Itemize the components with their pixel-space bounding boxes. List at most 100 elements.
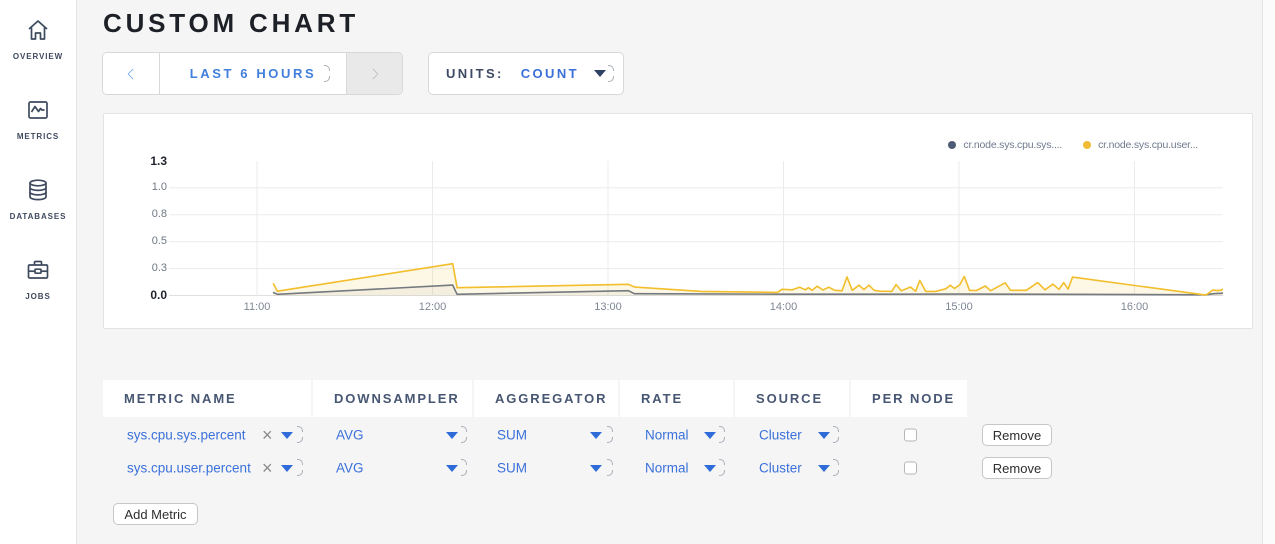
column-header: METRIC NAME — [103, 380, 311, 417]
metric-dropdown-arrow-icon[interactable] — [281, 465, 293, 472]
legend-item[interactable]: cr.node.sys.cpu.user... — [1083, 139, 1198, 151]
table-header-row: METRIC NAME DOWNSAMPLER AGGREGATOR RATE SOUR… — [103, 380, 969, 417]
units-selector[interactable]: UNITS: COUNT — [428, 52, 624, 95]
column-header: RATE — [620, 380, 733, 417]
dropdown-arrow-icon[interactable] — [704, 465, 716, 472]
downsampler-select[interactable]: AVG — [336, 427, 364, 443]
add-metric-button[interactable]: Add Metric — [113, 503, 198, 525]
sidebar-item-label: JOBS — [25, 292, 51, 301]
dropdown-arrow-icon[interactable] — [818, 432, 830, 439]
select-corner-marks — [719, 426, 725, 443]
rate-select[interactable]: Normal — [645, 460, 689, 476]
sidebar-item-overview[interactable]: OVERVIEW — [0, 17, 76, 61]
time-next-button[interactable] — [346, 53, 402, 94]
select-corner-marks — [324, 65, 330, 82]
select-corner-marks — [607, 459, 613, 476]
column-header: SOURCE — [735, 380, 849, 417]
sidebar-item-jobs[interactable]: JOBS — [0, 257, 76, 301]
aggregator-select[interactable]: SUM — [497, 460, 527, 476]
series-line — [272, 262, 1223, 296]
select-corner-marks — [833, 426, 839, 443]
legend-item[interactable]: cr.node.sys.cpu.sys.... — [948, 139, 1062, 151]
metrics-table: METRIC NAME DOWNSAMPLER AGGREGATOR RATE SOUR… — [103, 380, 1052, 484]
x-tick-label: 16:00 — [1120, 301, 1149, 313]
sidebar-item-metrics[interactable]: METRICS — [0, 97, 76, 141]
remove-metric-button[interactable]: Remove — [982, 424, 1052, 446]
source-select[interactable]: Cluster — [759, 427, 802, 443]
dropdown-arrow-icon[interactable] — [704, 432, 716, 439]
y-tick-label: 0.8 — [151, 208, 167, 221]
table-row: sys.cpu.sys.percent × AVG SUM Normal Cluster R… — [103, 419, 1052, 451]
series-area — [273, 285, 1223, 296]
x-tick-label: 12:00 — [418, 301, 447, 313]
metric-name-value[interactable]: sys.cpu.sys.percent — [127, 427, 246, 443]
legend-label: cr.node.sys.cpu.sys.... — [963, 139, 1063, 151]
series-area — [273, 263, 1223, 296]
briefcase-icon — [0, 257, 76, 283]
dropdown-arrow-icon — [593, 70, 606, 77]
home-icon — [0, 17, 76, 43]
metric-dropdown-arrow-icon[interactable] — [281, 432, 293, 439]
select-corner-marks — [719, 459, 725, 476]
chevron-right-icon — [366, 68, 379, 80]
time-range-button[interactable]: LAST 6 HOURS — [160, 53, 346, 94]
y-tick-label: 1.0 — [151, 181, 167, 194]
units-label: UNITS: — [446, 66, 504, 81]
database-icon — [0, 177, 76, 203]
select-corner-marks — [461, 459, 467, 476]
dropdown-arrow-icon[interactable] — [446, 432, 458, 439]
time-range-selector: LAST 6 HOURS — [102, 52, 403, 95]
aggregator-select[interactable]: SUM — [497, 427, 527, 443]
sidebar-item-label: DATABASES — [9, 212, 67, 221]
x-tick-label: 13:00 — [594, 301, 622, 313]
select-corner-marks — [608, 65, 614, 82]
remove-metric-button[interactable]: Remove — [982, 457, 1052, 479]
per-node-checkbox[interactable] — [904, 428, 917, 442]
sidebar: OVERVIEW METRICS DATABASES JOBS — [0, 0, 77, 544]
time-prev-button[interactable] — [103, 53, 160, 94]
table-row: sys.cpu.user.percent × AVG SUM Normal Cluster… — [103, 452, 1052, 484]
dropdown-arrow-icon[interactable] — [590, 432, 602, 439]
column-header: PER NODE — [851, 380, 967, 417]
legend-dot — [948, 141, 957, 149]
y-tick-label: 0.3 — [151, 262, 167, 275]
column-header: DOWNSAMPLER — [313, 380, 472, 417]
select-corner-marks — [297, 426, 303, 443]
page-title: CUSTOM CHART — [103, 8, 359, 38]
rate-select[interactable]: Normal — [645, 427, 689, 443]
downsampler-select[interactable]: AVG — [336, 460, 364, 476]
y-tick-label: 0.0 — [150, 288, 167, 302]
clear-metric-icon[interactable]: × — [262, 425, 273, 445]
legend-dot — [1083, 141, 1092, 149]
chart-plot[interactable] — [169, 156, 1223, 306]
scrollbar-track[interactable] — [1262, 0, 1275, 544]
chart-legend: cr.node.sys.cpu.sys.... cr.node.sys.cpu.u… — [948, 139, 1198, 151]
x-tick-label: 15:00 — [945, 301, 973, 313]
units-value: COUNT — [520, 66, 579, 81]
chevron-left-icon — [127, 68, 139, 80]
dropdown-arrow-icon[interactable] — [590, 465, 602, 472]
chart-card: cr.node.sys.cpu.sys.... cr.node.sys.cpu.u… — [103, 113, 1253, 329]
table-rows: sys.cpu.sys.percent × AVG SUM Normal Cluster R… — [103, 419, 1052, 484]
per-node-checkbox[interactable] — [904, 461, 917, 475]
y-tick-label: 0.5 — [151, 235, 167, 248]
time-range-label: LAST 6 HOURS — [189, 66, 317, 81]
legend-label: cr.node.sys.cpu.user... — [1098, 139, 1198, 151]
x-tick-label: 11:00 — [243, 301, 271, 313]
select-corner-marks — [833, 459, 839, 476]
source-select[interactable]: Cluster — [759, 460, 802, 476]
clear-metric-icon[interactable]: × — [262, 458, 273, 478]
sidebar-item-label: OVERVIEW — [12, 52, 64, 61]
select-corner-marks — [607, 426, 613, 443]
sidebar-item-databases[interactable]: DATABASES — [0, 177, 76, 221]
metrics-icon — [0, 97, 76, 123]
x-tick-label: 14:00 — [769, 301, 798, 313]
select-corner-marks — [461, 426, 467, 443]
metric-name-value[interactable]: sys.cpu.user.percent — [127, 460, 251, 476]
column-header: AGGREGATOR — [474, 380, 618, 417]
select-corner-marks — [297, 459, 303, 476]
dropdown-arrow-icon[interactable] — [818, 465, 830, 472]
dropdown-arrow-icon[interactable] — [446, 465, 458, 472]
sidebar-item-label: METRICS — [16, 132, 60, 141]
y-tick-label: 1.3 — [150, 153, 167, 168]
